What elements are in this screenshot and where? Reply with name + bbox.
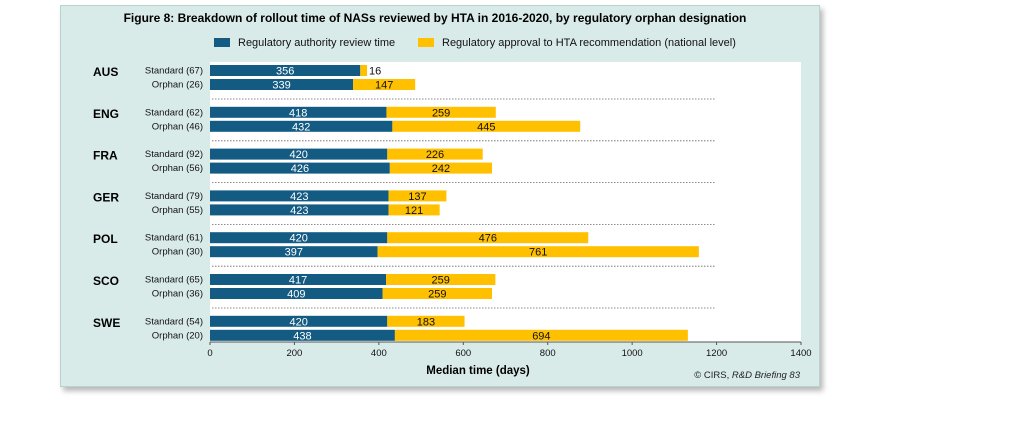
row-label-fra-orphan: Orphan (56) [152, 163, 203, 174]
label-review-ger-orphan: 423 [290, 205, 308, 217]
bar-approval-fra-standard [387, 148, 483, 160]
bar-approval-pol-orphan [377, 246, 699, 258]
row-label-pol-standard: Standard (61) [145, 233, 203, 244]
row-label-aus-orphan: Orphan (26) [152, 80, 203, 91]
label-review-sco-orphan: 409 [287, 289, 305, 301]
row-label-ger-standard: Standard (79) [145, 191, 203, 202]
x-tick-label-1200: 1200 [706, 348, 727, 359]
bar-approval-sco-standard [386, 274, 496, 285]
bar-approval-eng-orphan [392, 120, 581, 132]
country-label-pol: POL [93, 232, 118, 246]
x-tick-label-0: 0 [207, 348, 212, 359]
bar-approval-swe-orphan [394, 329, 688, 341]
row-label-ger-orphan: Orphan (55) [152, 205, 203, 216]
bar-review-eng-standard [210, 106, 387, 118]
row-label-aus-standard: Standard (67) [145, 66, 203, 77]
bar-review-pol-orphan [210, 246, 378, 258]
x-tick-label-800: 800 [540, 348, 556, 359]
bar-review-ger-standard [210, 190, 389, 202]
chart-title: Figure 8: Breakdown of rollout time of N… [124, 11, 747, 25]
bar-approval-sco-orphan [382, 288, 492, 299]
label-approval-pol-standard: 476 [479, 233, 497, 245]
bar-review-swe-orphan [210, 329, 395, 341]
label-approval-ger-standard: 137 [408, 191, 426, 203]
label-approval-pol-orphan: 761 [529, 247, 547, 259]
country-label-sco: SCO [93, 274, 119, 288]
legend-label-review: Regulatory authority review time [238, 37, 395, 49]
label-approval-ger-orphan: 121 [405, 205, 423, 217]
row-label-eng-orphan: Orphan (46) [152, 121, 203, 132]
country-label-swe: SWE [93, 316, 120, 330]
row-label-swe-orphan: Orphan (20) [152, 330, 203, 341]
label-review-swe-standard: 420 [289, 316, 307, 328]
bar-approval-fra-orphan [389, 162, 492, 174]
bar-review-swe-standard [210, 315, 388, 327]
row-label-swe-standard: Standard (54) [145, 316, 203, 327]
row-label-fra-standard: Standard (92) [145, 149, 203, 160]
bar-approval-aus-orphan [353, 79, 416, 90]
bar-review-sco-standard [210, 274, 387, 285]
bar-approval-swe-standard [387, 315, 465, 327]
label-review-aus-orphan: 339 [272, 80, 290, 92]
label-approval-fra-orphan: 242 [432, 163, 450, 175]
bar-review-pol-standard [210, 232, 388, 244]
label-approval-fra-standard: 226 [426, 149, 444, 161]
label-approval-swe-standard: 183 [417, 316, 435, 328]
bar-review-ger-orphan [210, 204, 389, 216]
row-label-sco-orphan: Orphan (36) [152, 289, 203, 300]
legend-label-approval: Regulatory approval to HTA recommendatio… [442, 37, 736, 49]
bar-approval-ger-standard [388, 190, 447, 202]
bar-approval-ger-orphan [388, 204, 440, 216]
country-label-eng: ENG [93, 107, 119, 121]
x-tick-label-400: 400 [371, 348, 387, 359]
label-review-aus-standard: 356 [276, 66, 294, 78]
source-note: © CIRS, R&D Briefing 83 [694, 370, 800, 381]
label-review-ger-standard: 423 [290, 191, 308, 203]
bar-review-aus-orphan [210, 79, 354, 90]
row-label-eng-standard: Standard (62) [145, 107, 203, 118]
bar-review-sco-orphan [210, 288, 383, 299]
x-tick-label-1400: 1400 [790, 348, 811, 359]
x-tick-label-1000: 1000 [622, 348, 643, 359]
label-approval-aus-orphan: 147 [375, 80, 393, 92]
country-label-ger: GER [93, 190, 119, 204]
label-approval-aus-standard: 16 [369, 66, 381, 78]
row-label-pol-orphan: Orphan (30) [152, 247, 203, 258]
country-label-fra: FRA [93, 149, 118, 163]
label-review-eng-standard: 418 [289, 107, 307, 119]
label-review-fra-standard: 420 [289, 149, 307, 161]
x-axis-title: Median time (days) [426, 365, 530, 377]
label-approval-eng-orphan: 445 [477, 121, 495, 133]
label-review-fra-orphan: 426 [291, 163, 309, 175]
label-approval-sco-orphan: 259 [428, 289, 446, 301]
label-review-pol-orphan: 397 [285, 247, 303, 259]
x-tick-label-600: 600 [455, 348, 471, 359]
label-approval-eng-standard: 259 [432, 107, 450, 119]
bar-review-aus-standard [210, 65, 361, 76]
row-label-sco-standard: Standard (65) [145, 275, 203, 286]
label-review-eng-orphan: 432 [292, 121, 310, 133]
bar-approval-eng-standard [386, 106, 496, 118]
country-label-aus: AUS [93, 65, 118, 79]
label-review-pol-standard: 420 [289, 233, 307, 245]
label-approval-sco-standard: 259 [432, 275, 450, 287]
bar-review-fra-orphan [210, 162, 390, 174]
bar-approval-pol-standard [387, 232, 589, 244]
bar-review-eng-orphan [210, 120, 393, 132]
x-tick-label-200: 200 [286, 348, 302, 359]
label-approval-swe-orphan: 694 [532, 330, 550, 342]
bar-approval-aus-standard [360, 65, 368, 76]
bar-review-fra-standard [210, 148, 388, 160]
label-review-swe-orphan: 438 [293, 330, 311, 342]
legend-swatch-review [214, 38, 230, 47]
label-review-sco-standard: 417 [289, 275, 307, 287]
legend-swatch-approval [418, 38, 434, 47]
